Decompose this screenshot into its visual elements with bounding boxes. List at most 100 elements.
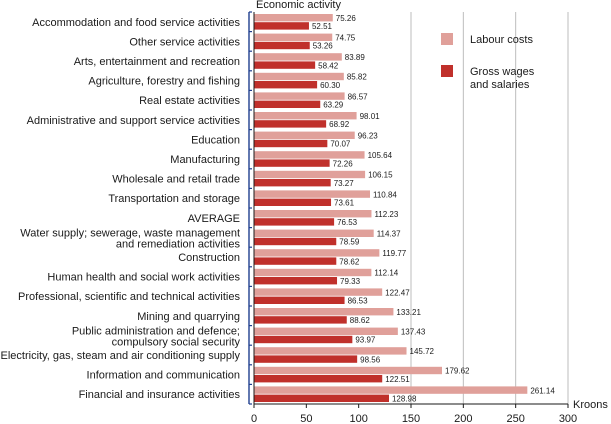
value-label-gross-wages: 60.30 — [320, 81, 341, 90]
x-tick-label: 300 — [559, 413, 577, 424]
category-label: Real estate activities — [139, 95, 240, 107]
value-label-labour-costs: 112.14 — [374, 269, 398, 278]
category-label: Arts, entertainment and recreation — [74, 56, 240, 68]
bar-labour-costs — [254, 268, 372, 277]
category-label: Electricity, gas, steam and air conditio… — [1, 350, 241, 362]
category-label: Water supply; sewerage, waste management… — [20, 227, 240, 250]
legend-label-gross-wages: Gross wages and salaries — [470, 66, 535, 91]
value-label-labour-costs: 133.21 — [396, 308, 421, 317]
value-label-labour-costs: 98.01 — [360, 112, 381, 121]
bar-labour-costs — [254, 14, 333, 22]
bar-labour-costs — [254, 92, 345, 100]
bar-gross-wages — [254, 81, 318, 89]
value-label-gross-wages: 88.62 — [350, 316, 371, 325]
bar-gross-wages — [254, 296, 345, 304]
value-label-gross-wages: 52.51 — [312, 22, 333, 31]
value-label-gross-wages: 76.53 — [337, 218, 358, 227]
value-label-gross-wages: 98.56 — [360, 355, 381, 364]
category-label: Construction — [178, 252, 240, 264]
bar-gross-wages — [254, 257, 337, 265]
category-label: Manufacturing — [170, 154, 240, 166]
legend-label-labour-costs: Labour costs — [470, 34, 533, 46]
bar-labour-costs — [254, 249, 380, 257]
value-label-gross-wages: 79.33 — [340, 277, 361, 286]
y-axis-title: Economic activity — [256, 0, 341, 11]
bar-labour-costs — [254, 72, 344, 81]
category-label: Public administration and defence; compul… — [72, 325, 241, 348]
category-label: Financial and insurance activities — [79, 389, 241, 401]
bar-labour-costs — [254, 386, 528, 394]
bar-gross-wages — [254, 335, 353, 344]
value-label-gross-wages: 86.53 — [348, 297, 369, 306]
legend-swatch-gross-wages — [441, 65, 453, 77]
category-label: Accommodation and food service activitie… — [32, 17, 240, 29]
bar-gross-wages — [254, 179, 331, 187]
bar-gross-wages — [254, 237, 337, 246]
bar-gross-wages — [254, 218, 335, 226]
value-label-labour-costs: 112.23 — [374, 210, 398, 219]
value-label-gross-wages: 78.62 — [339, 257, 360, 266]
category-label: Mining and quarrying — [137, 311, 240, 323]
bar-gross-wages — [254, 139, 328, 148]
category-label: Agriculture, forestry and fishing — [88, 76, 240, 88]
value-label-labour-costs: 137.43 — [401, 328, 426, 337]
bar-gross-wages — [254, 355, 358, 363]
value-label-gross-wages: 68.92 — [329, 120, 350, 129]
x-tick-label: 100 — [349, 413, 367, 424]
value-label-labour-costs: 105.64 — [368, 151, 393, 160]
category-label: Transportation and storage — [108, 193, 240, 205]
value-label-labour-costs: 261.14 — [530, 386, 555, 395]
value-label-labour-costs: 119.77 — [382, 249, 406, 258]
value-label-labour-costs: 75.26 — [336, 14, 357, 23]
category-label: Administrative and support service activ… — [27, 115, 241, 127]
bar-gross-wages — [254, 277, 338, 285]
category-label: Other service activities — [129, 36, 240, 48]
x-tick-label: 50 — [300, 413, 312, 424]
bar-labour-costs — [254, 33, 333, 41]
bar-gross-wages — [254, 61, 316, 69]
x-tick-label: 150 — [402, 413, 420, 424]
bar-labour-costs — [254, 170, 366, 179]
bar-labour-costs — [254, 190, 371, 198]
value-label-gross-wages: 122.51 — [385, 375, 410, 384]
value-label-labour-costs: 106.15 — [368, 171, 393, 180]
category-label: Human health and social work activities — [47, 272, 240, 284]
bar-labour-costs — [254, 210, 372, 218]
bar-labour-costs — [254, 308, 394, 316]
value-label-gross-wages: 73.61 — [334, 199, 355, 208]
value-label-labour-costs: 114.37 — [377, 230, 401, 239]
x-tick-label: 250 — [506, 413, 524, 424]
bar-labour-costs — [254, 288, 383, 296]
legend-swatch-labour-costs — [441, 33, 453, 45]
bar-labour-costs — [254, 131, 355, 139]
category-label: AVERAGE — [188, 213, 240, 225]
value-label-gross-wages: 93.97 — [355, 336, 376, 345]
value-label-labour-costs: 110.84 — [373, 190, 397, 199]
bar-labour-costs — [254, 327, 398, 335]
value-label-gross-wages: 58.42 — [318, 61, 339, 70]
value-label-gross-wages: 63.29 — [323, 101, 344, 110]
value-label-labour-costs: 179.62 — [445, 367, 470, 376]
value-label-labour-costs: 122.47 — [385, 288, 410, 297]
bar-gross-wages — [254, 375, 383, 383]
value-label-labour-costs: 74.75 — [335, 34, 356, 43]
bar-gross-wages — [254, 159, 330, 167]
value-label-gross-wages: 128.98 — [392, 395, 417, 404]
bar-gross-wages — [254, 120, 327, 128]
bar-labour-costs — [254, 112, 357, 120]
value-label-labour-costs: 145.72 — [410, 347, 435, 356]
value-label-labour-costs: 83.89 — [345, 53, 366, 62]
bar-gross-wages — [254, 41, 310, 50]
bar-gross-wages — [254, 394, 389, 402]
bar-gross-wages — [254, 100, 321, 108]
bar-labour-costs — [254, 229, 374, 237]
category-label: Information and communication — [87, 370, 240, 382]
bar-gross-wages — [254, 198, 332, 206]
x-tick-label: 0 — [251, 413, 257, 424]
value-label-labour-costs: 96.23 — [358, 132, 379, 141]
value-label-labour-costs: 85.82 — [347, 73, 368, 82]
bar-gross-wages — [254, 22, 309, 30]
value-label-gross-wages: 73.27 — [334, 179, 355, 188]
